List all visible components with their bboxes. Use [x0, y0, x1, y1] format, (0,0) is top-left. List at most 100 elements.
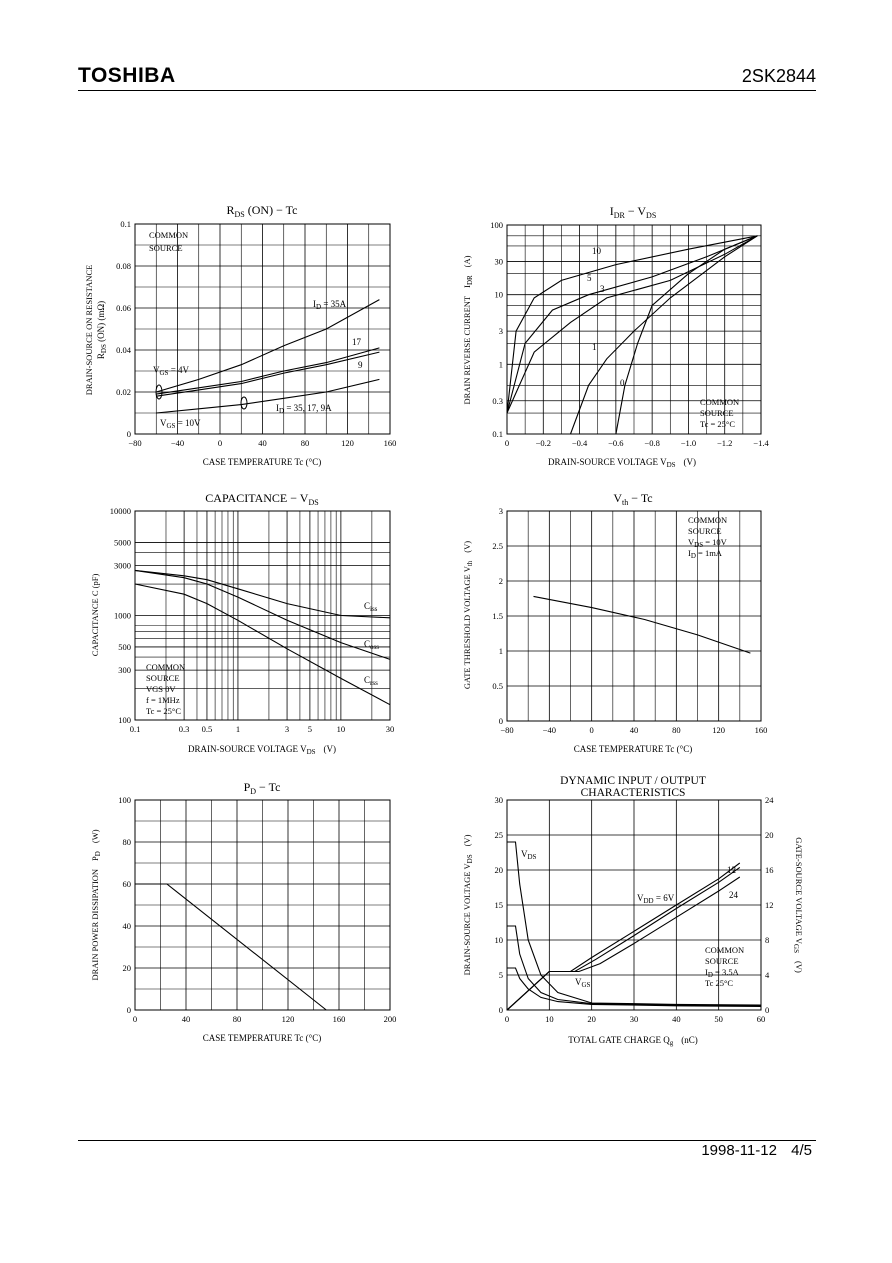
dyn-label-vgs: VGS — [575, 977, 591, 989]
pd-chart: PD − Tc 0 40 80 120 160 200 0 20 40 60 80 100 CASE… — [90, 780, 396, 1043]
dyn-ytick-right: 20 — [765, 830, 774, 840]
pd-ytick: 100 — [118, 795, 131, 805]
cap-ytick: 1000 — [114, 611, 131, 621]
dyn-note-tc: Tc 25°C — [705, 978, 733, 988]
dyn-ytick: 30 — [495, 795, 504, 805]
cap-xtick: 30 — [386, 724, 395, 734]
idr-ytick: 3 — [499, 326, 503, 336]
vth-ytick: 2.5 — [492, 541, 503, 551]
dyn-chart: DYNAMIC INPUT / OUTPUT CHARACTERISTICS 0… — [462, 775, 804, 1047]
cap-series-1 — [134, 569, 391, 660]
idr-xtick: 0 — [505, 438, 509, 448]
dyn-ylabel-left: DRAIN-SOURCE VOLTAGE VDS(V) — [462, 834, 474, 975]
rds-ylabel-symbol: RDS (ON) (mΩ) — [96, 301, 108, 359]
footer-date: 1998-11-12 — [701, 1142, 777, 1159]
pd-ytick: 40 — [123, 921, 132, 931]
vth-note-1: COMMON — [688, 515, 727, 525]
idr-xtick: −0.6 — [608, 438, 623, 448]
idr-label-0: 0 — [620, 378, 625, 388]
rds-label-vgs4: VGS = 4V — [153, 365, 190, 377]
pd-xtick: 80 — [233, 1014, 242, 1024]
cap-note-4: f = 1MHz — [146, 695, 180, 705]
dyn-note-1: COMMON — [705, 945, 744, 955]
vth-xtick: 160 — [755, 725, 768, 735]
dyn-ytick: 5 — [499, 970, 503, 980]
vth-xtick: 80 — [672, 725, 681, 735]
cap-x-tick-labels: 0.1 0.3 0.5 1 3 5 10 30 — [130, 724, 395, 734]
cap-xtick: 1 — [236, 724, 240, 734]
idr-xtick: −0.2 — [536, 438, 551, 448]
rds-y-tick-labels: 0 0.02 0.04 0.06 0.08 0.1 — [116, 219, 132, 439]
idr-xtick: −1.0 — [681, 438, 696, 448]
vth-chart: Vth − Tc −80 −40 0 40 80 120 160 0 0.5 1 1.5 2 2.5 3… — [462, 491, 767, 754]
rds-x-tick-labels: −80 −40 0 40 80 120 160 — [128, 438, 396, 448]
dyn-xtick: 20 — [587, 1014, 596, 1024]
pd-x-tick-labels: 0 40 80 120 160 200 — [133, 1014, 397, 1024]
vth-xtick: 0 — [590, 725, 594, 735]
dyn-x-tick-labels: 0 10 20 30 40 50 60 — [505, 1014, 765, 1024]
idr-ytick: 10 — [495, 290, 504, 300]
rds-xtick: 0 — [218, 438, 222, 448]
idr-title: IDR − VDS — [610, 204, 657, 220]
idr-ytick: 0.3 — [492, 396, 503, 406]
vth-xlabel: CASE TEMPERATURE Tc (°C) — [574, 744, 692, 754]
cap-series-2 — [134, 583, 391, 706]
pd-ylabel: DRAIN POWER DISSIPATIONPD(W) — [90, 829, 102, 980]
pd-xtick: 40 — [182, 1014, 191, 1024]
vth-xtick: 120 — [712, 725, 725, 735]
rds-curves — [156, 299, 380, 414]
vth-note-2: SOURCE — [688, 526, 722, 536]
footer-page: 4/5 — [791, 1142, 812, 1159]
rds-note-2: SOURCE — [149, 243, 183, 253]
cap-note-1: COMMON — [146, 662, 185, 672]
cap-note-2: SOURCE — [146, 673, 180, 683]
pd-ytick: 60 — [123, 879, 132, 889]
idr-ytick: 100 — [490, 220, 503, 230]
cap-chart: CAPACITANCE − VDS 0.1 0.3 0.5 1 3 5 10 30 100 30… — [90, 491, 394, 756]
dyn-curves — [506, 841, 762, 1011]
rds-series-3 — [156, 378, 380, 414]
cap-label-ciss: Ciss — [364, 601, 378, 613]
vth-xtick: 40 — [630, 725, 639, 735]
rds-group-marker-vgs4 — [155, 384, 163, 400]
cap-ytick: 500 — [118, 642, 131, 652]
dyn-ytick: 10 — [495, 935, 504, 945]
vth-ytick: 2 — [499, 576, 503, 586]
rds-ytick: 0.1 — [120, 219, 131, 229]
dyn-label-vdd: VDD = 6V — [637, 893, 675, 905]
rds-xlabel: CASE TEMPERATURE Tc (°C) — [203, 457, 321, 467]
idr-note-2: SOURCE — [700, 408, 734, 418]
idr-label-1: 1 — [592, 342, 597, 352]
dyn-series-5 — [506, 876, 741, 1011]
cap-title: CAPACITANCE − VDS — [205, 491, 318, 507]
rds-ytick: 0.08 — [116, 261, 131, 271]
cap-xtick: 0.3 — [179, 724, 190, 734]
cap-ytick: 5000 — [114, 537, 131, 547]
dyn-note-id: ID = 3.5A — [705, 967, 740, 979]
idr-xtick: −1.2 — [717, 438, 732, 448]
dyn-xtick: 60 — [757, 1014, 766, 1024]
dyn-ytick: 20 — [495, 865, 504, 875]
pd-curves — [135, 883, 327, 1011]
idr-series-4 — [615, 235, 758, 435]
dyn-y-tick-labels: 0 5 10 15 20 25 30 — [495, 795, 504, 1015]
dyn-ylabel-right: GATE-SOURCE VOLTAGE VGS(V) — [792, 837, 804, 973]
dyn-xtick: 30 — [630, 1014, 639, 1024]
cap-xtick: 10 — [337, 724, 346, 734]
idr-y-tick-labels: 0.1 0.3 1 3 10 30 100 — [490, 220, 503, 439]
cap-ytick: 100 — [118, 715, 131, 725]
idr-xtick: −0.4 — [572, 438, 588, 448]
cap-note-5: Tc = 25°C — [146, 706, 181, 716]
dyn-title-1: DYNAMIC INPUT / OUTPUT — [560, 775, 706, 787]
idr-ytick: 30 — [495, 256, 504, 266]
rds-label-9: 9 — [358, 360, 363, 370]
rds-xtick: −80 — [128, 438, 141, 448]
cap-xtick: 0.1 — [130, 724, 141, 734]
idr-ylabel: DRAIN REVERSE CURRENTIDR(A) — [462, 255, 474, 404]
cap-xtick: 3 — [285, 724, 289, 734]
vth-series-0 — [533, 595, 751, 654]
rds-ylabel: DRAIN-SOURCE ON RESISTANCE — [84, 265, 94, 396]
vth-y-tick-labels: 0 0.5 1 1.5 2 2.5 3 — [492, 506, 503, 726]
cap-ytick: 3000 — [114, 561, 131, 571]
cap-frame — [134, 510, 391, 721]
